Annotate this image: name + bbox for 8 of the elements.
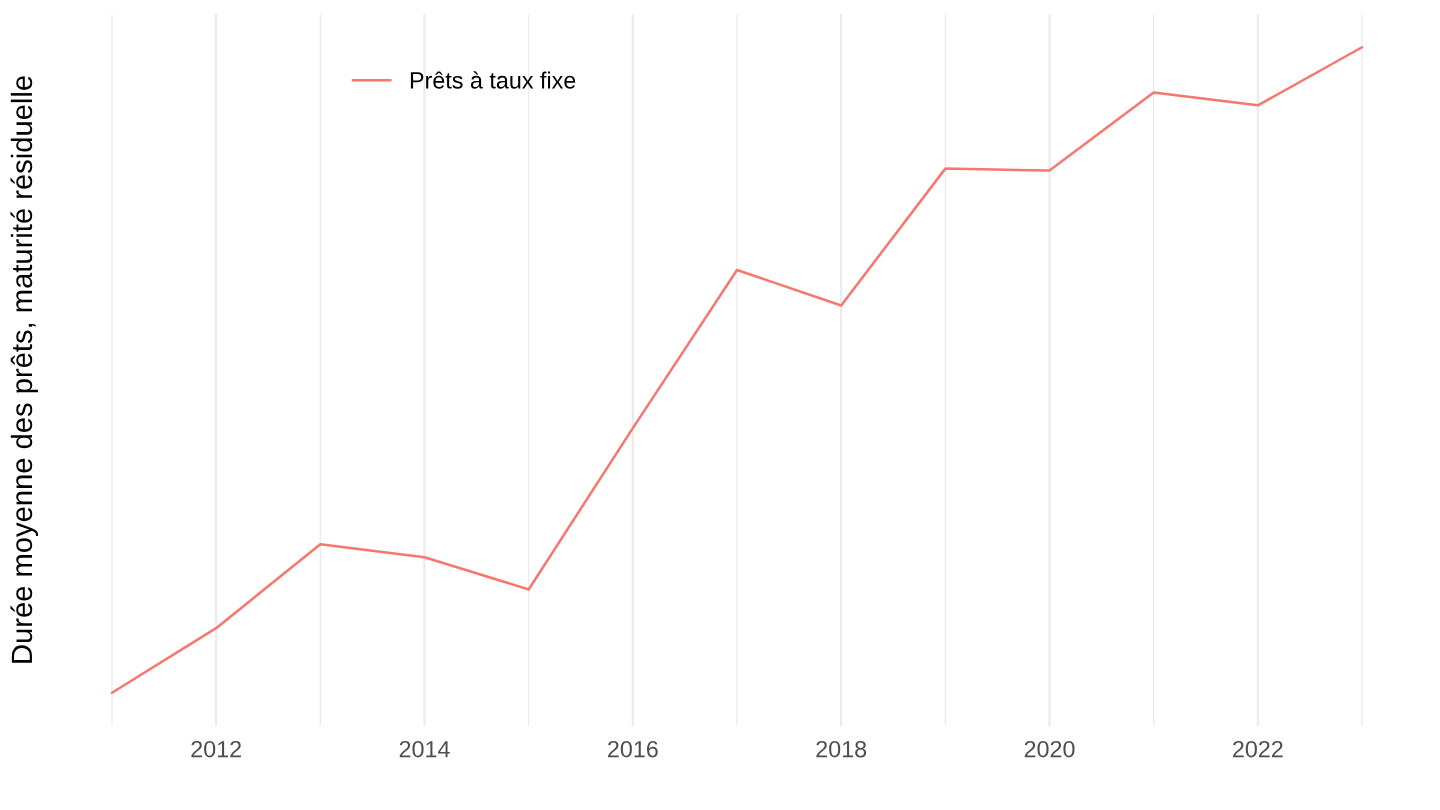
y-axis-title: Durée moyenne des prêts, maturité résiduelle [10, 76, 38, 663]
x-tick-label: 2014 [399, 740, 450, 758]
legend-label: Prêts à taux fixe [410, 71, 576, 89]
x-tick-label: 2018 [816, 740, 867, 758]
x-tick-label: 2016 [608, 740, 658, 758]
x-tick-label: 2012 [191, 740, 241, 758]
x-tick-label: 2022 [1233, 740, 1283, 758]
x-tick-label: 2020 [1024, 740, 1075, 758]
